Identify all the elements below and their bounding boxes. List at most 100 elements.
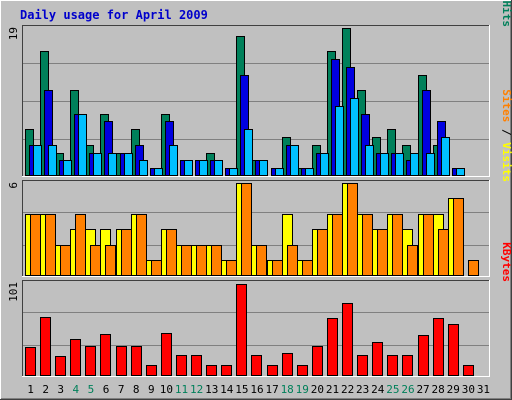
bar-kbytes-day-11 <box>176 355 187 376</box>
x-axis-day-labels: 1 2 3 4 5 6 7 8 9 10 11 12 13 14 15 16 17 18 19 20 21 22 23 24 2… <box>27 383 490 396</box>
bar-sites-day-5 <box>90 245 101 276</box>
bar-pages-day-18 <box>290 145 299 176</box>
bar-sites-day-2 <box>45 214 56 276</box>
bar-sites-day-27 <box>423 214 434 276</box>
bar-sites-day-29 <box>453 198 464 276</box>
x-tick-label-day-13: 13 <box>205 383 218 396</box>
x-tick-label-day-31: 31 <box>477 383 490 396</box>
x-tick-label-day-19: 19 <box>296 383 309 396</box>
axis-label-part: Hits <box>500 1 512 28</box>
bar-kbytes-day-23 <box>357 355 368 376</box>
bar-pages-day-23 <box>365 145 374 176</box>
x-tick-label-day-27: 27 <box>416 383 429 396</box>
bar-pages-day-17 <box>275 168 284 176</box>
bar-pages-day-4 <box>78 114 87 176</box>
bar-kbytes-day-13 <box>206 365 217 376</box>
bar-kbytes-day-18 <box>282 353 293 376</box>
x-tick-label-day-5: 5 <box>88 383 95 396</box>
bar-kbytes-day-5 <box>85 346 96 376</box>
x-tick-label-day-4: 4 <box>73 383 80 396</box>
axis-label-part: Visits <box>500 142 512 182</box>
bar-sites-day-1 <box>30 214 41 276</box>
x-tick-label-day-11: 11 <box>175 383 188 396</box>
bar-sites-day-28 <box>438 229 449 276</box>
x-tick-label-day-2: 2 <box>42 383 49 396</box>
bar-sites-day-19 <box>302 260 313 276</box>
y-axis-series-label: KBytes <box>500 242 512 282</box>
x-tick-label-day-26: 26 <box>401 383 414 396</box>
x-tick-label-day-17: 17 <box>265 383 278 396</box>
x-tick-label-day-30: 30 <box>462 383 475 396</box>
bar-sites-day-25 <box>392 214 403 276</box>
x-tick-label-day-14: 14 <box>220 383 234 396</box>
x-tick-label-day-3: 3 <box>57 383 64 396</box>
bar-sites-day-8 <box>136 214 147 276</box>
x-tick-label-day-22: 22 <box>341 383 354 396</box>
bar-sites-day-16 <box>256 245 267 276</box>
bar-pages-day-1 <box>33 145 42 176</box>
bar-sites-day-20 <box>317 229 328 276</box>
bar-kbytes-day-21 <box>327 318 338 376</box>
bar-pages-day-11 <box>184 160 193 176</box>
bar-sites-day-17 <box>272 260 283 276</box>
bar-sites-day-6 <box>105 245 116 276</box>
bar-pages-day-20 <box>320 153 329 176</box>
x-tick-label-day-8: 8 <box>133 383 140 396</box>
axis-label-part: / <box>500 0 512 1</box>
x-tick-label-day-23: 23 <box>356 383 369 396</box>
x-tick-label-day-9: 9 <box>148 383 155 396</box>
bar-sites-day-7 <box>121 229 132 276</box>
bar-kbytes-day-27 <box>418 335 429 376</box>
bar-sites-day-11 <box>181 245 192 276</box>
y-max-label: 19 <box>7 27 20 40</box>
bar-sites-day-18 <box>287 245 298 276</box>
axis-label-part: / <box>500 122 512 142</box>
bar-kbytes-day-16 <box>251 355 262 376</box>
bar-kbytes-day-25 <box>387 355 398 376</box>
x-tick-label-day-25: 25 <box>386 383 399 396</box>
x-tick-label-day-15: 15 <box>235 383 248 396</box>
bar-sites-day-30 <box>468 260 479 276</box>
bar-sites-day-3 <box>60 245 71 276</box>
bar-kbytes-day-12 <box>191 355 202 376</box>
bar-sites-day-21 <box>332 214 343 276</box>
x-tick-label-day-10: 10 <box>160 383 173 396</box>
bar-pages-day-27 <box>426 153 435 176</box>
y-max-label: 6 <box>7 182 20 189</box>
axis-label-part: KBytes <box>500 242 512 282</box>
bar-kbytes-day-19 <box>297 365 308 376</box>
x-tick-label-day-21: 21 <box>326 383 339 396</box>
bar-kbytes-day-6 <box>100 334 111 376</box>
bar-kbytes-day-20 <box>312 346 323 376</box>
bar-pages-day-22 <box>350 98 359 176</box>
x-tick-label-day-6: 6 <box>103 383 110 396</box>
bar-kbytes-day-3 <box>55 356 66 376</box>
bar-kbytes-day-29 <box>448 324 459 376</box>
bar-kbytes-day-30 <box>463 365 474 376</box>
bar-pages-day-7 <box>124 153 133 176</box>
bar-sites-day-15 <box>241 183 252 276</box>
x-tick-label-day-24: 24 <box>371 383 385 396</box>
bar-pages-day-14 <box>229 168 238 176</box>
bar-pages-day-25 <box>395 153 404 176</box>
bar-kbytes-day-22 <box>342 303 353 376</box>
bar-sites-day-24 <box>377 229 388 276</box>
bar-sites-day-12 <box>196 245 207 276</box>
bar-sites-day-23 <box>362 214 373 276</box>
bar-pages-day-2 <box>48 145 57 176</box>
bar-pages-day-21 <box>335 106 344 176</box>
bar-kbytes-day-7 <box>116 346 127 376</box>
y-max-label: 101 <box>7 282 20 302</box>
plot-area: 19 Pages / Files / Hits 6 Sites / Visits 101… <box>7 0 512 377</box>
bar-pages-day-28 <box>441 137 450 176</box>
bar-pages-day-5 <box>93 153 102 176</box>
bar-pages-day-26 <box>410 153 419 176</box>
bar-pages-day-29 <box>456 168 465 176</box>
chart-title: Daily usage for April 2009 <box>20 8 208 22</box>
bar-kbytes-day-8 <box>131 346 142 376</box>
bar-kbytes-day-28 <box>433 318 444 376</box>
bar-sites-day-14 <box>226 260 237 276</box>
x-tick-label-day-28: 28 <box>432 383 445 396</box>
panel-kbytes: 101 KBytes <box>7 242 512 377</box>
bar-kbytes-day-24 <box>372 342 383 376</box>
